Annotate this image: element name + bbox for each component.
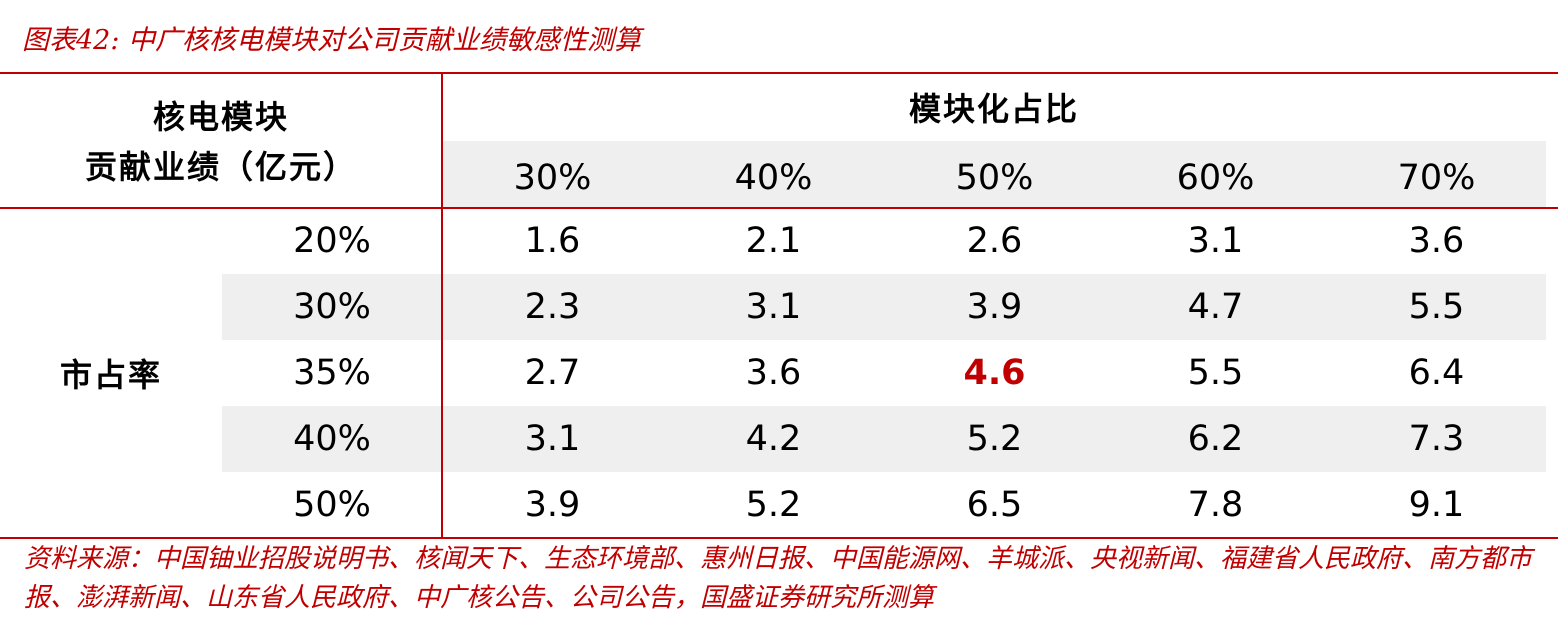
cell-value: 7.8	[1187, 485, 1244, 525]
cell-value: 5.2	[745, 485, 802, 525]
cell-value: 4.7	[1187, 287, 1244, 327]
row-label: 20%	[293, 221, 371, 261]
cell-value: 6.4	[1408, 353, 1465, 393]
column-header: 70%	[1397, 158, 1476, 198]
top-rule	[0, 72, 1558, 74]
header-shade	[442, 141, 1546, 208]
cell-value: 5.2	[966, 419, 1023, 459]
column-header: 40%	[734, 158, 813, 198]
cell-value: 3.1	[745, 287, 802, 327]
cell-value: 7.3	[1408, 419, 1465, 459]
row-label: 50%	[293, 485, 371, 525]
cell-value: 3.9	[524, 485, 581, 525]
cell-value: 9.1	[1408, 485, 1465, 525]
column-header: 50%	[955, 158, 1034, 198]
cell-value: 2.3	[524, 287, 581, 327]
cell-value: 2.6	[966, 221, 1023, 261]
column-rule	[441, 73, 443, 538]
row-label: 40%	[293, 419, 371, 459]
cell-value: 2.7	[524, 353, 581, 393]
cell-value: 6.5	[966, 485, 1023, 525]
title: 图表42: 中广核核电模块对公司贡献业绩敏感性测算	[22, 25, 642, 56]
cell-value: 3.9	[966, 287, 1023, 327]
group-header: 模块化占比	[908, 90, 1079, 128]
row-label: 30%	[293, 287, 371, 327]
cell-value: 3.6	[745, 353, 802, 393]
column-header: 30%	[513, 158, 592, 198]
cell-value: 6.2	[1187, 419, 1244, 459]
cell-value: 3.1	[1187, 221, 1244, 261]
cell-value: 3.1	[524, 419, 581, 459]
cell-value: 3.6	[1408, 221, 1465, 261]
cell-value: 4.6	[963, 353, 1026, 393]
cell-value: 4.2	[745, 419, 802, 459]
row-label: 35%	[293, 353, 371, 393]
cell-value: 5.5	[1408, 287, 1465, 327]
cell-value: 2.1	[745, 221, 802, 261]
cell-value: 5.5	[1187, 353, 1244, 393]
corner-line-1: 核电模块	[152, 98, 289, 136]
cell-value: 1.6	[524, 221, 581, 261]
column-header: 60%	[1176, 158, 1255, 198]
header-rule	[0, 207, 1558, 209]
bottom-rule	[0, 537, 1558, 539]
source-note: 资料来源：中国铀业招股说明书、核闻天下、生态环境部、惠州日报、中国能源网、羊城派…	[24, 544, 1533, 613]
row-group: 市占率	[59, 356, 162, 394]
corner-line-2: 贡献业绩（亿元）	[84, 148, 357, 186]
